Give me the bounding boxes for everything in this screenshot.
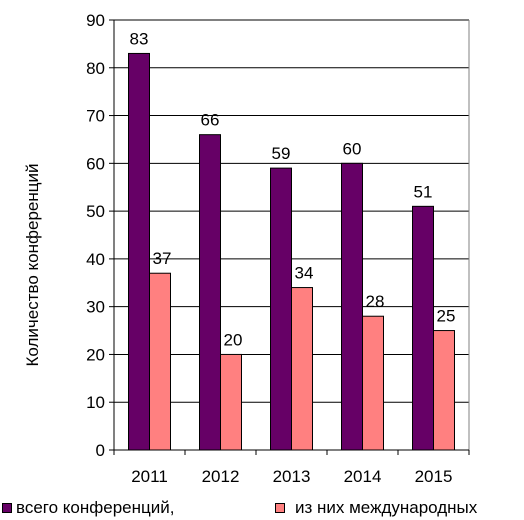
axes <box>109 19 470 455</box>
data-label-total-2013: 59 <box>272 144 291 163</box>
y-axis-label: Количество конференций <box>23 164 42 367</box>
bar-total-2015 <box>412 205 434 451</box>
data-label-international-2013: 34 <box>295 264 314 283</box>
bar-international-2014 <box>362 315 384 451</box>
bar-total-2013 <box>270 167 292 451</box>
data-label-total-2015: 51 <box>414 182 433 201</box>
x-tick-label-2011: 2011 <box>131 467 168 486</box>
data-label-international-2015: 25 <box>437 307 456 326</box>
data-label-international-2014: 28 <box>366 292 385 311</box>
data-label-total-2012: 66 <box>201 111 220 130</box>
y-tick-label-30: 30 <box>86 298 105 317</box>
bars <box>128 52 455 451</box>
y-tick-label-50: 50 <box>86 202 105 221</box>
data-label-total-2014: 60 <box>343 139 362 158</box>
x-tick-label-2014: 2014 <box>344 467 382 486</box>
legend-swatch-total <box>2 503 12 513</box>
legend-swatch-international <box>275 503 285 513</box>
data-label-international-2011: 37 <box>153 249 172 268</box>
legend: всего конференций, из них международных <box>0 498 524 518</box>
data-label-total-2011: 83 <box>130 29 149 48</box>
legend-label-international: из них международных <box>295 498 478 517</box>
labels: 0 10 20 30 40 50 60 70 80 90 83 37 2011 66 20 2012 59 34 2… <box>86 11 455 486</box>
bar-international-2011 <box>149 272 171 451</box>
y-tick-label-70: 70 <box>86 107 105 126</box>
data-label-international-2012: 20 <box>224 330 243 349</box>
y-tick-label-60: 60 <box>86 154 105 173</box>
bar-total-2014 <box>341 162 363 451</box>
bar-international-2012 <box>220 353 242 451</box>
legend-label-total: всего конференций, <box>16 498 175 517</box>
x-tick-label-2012: 2012 <box>202 467 240 486</box>
x-tick-label-2015: 2015 <box>415 467 453 486</box>
bar-international-2013 <box>291 287 313 451</box>
y-tick-label-0: 0 <box>96 441 105 460</box>
y-tick-label-90: 90 <box>86 11 105 30</box>
legend-item-international: из них международных <box>275 498 477 518</box>
y-tick-label-40: 40 <box>86 250 105 269</box>
y-tick-label-20: 20 <box>86 345 105 364</box>
legend-item-total: всего конференций, <box>2 498 174 518</box>
bar-international-2015 <box>433 330 455 451</box>
y-tick-label-10: 10 <box>86 393 105 412</box>
bar-total-2011 <box>128 52 150 451</box>
y-tick-label-80: 80 <box>86 59 105 78</box>
bar-total-2012 <box>199 134 221 451</box>
bar-chart: 0 10 20 30 40 50 60 70 80 90 83 37 2011 66 20 2012 59 34 2… <box>23 11 470 486</box>
x-tick-label-2013: 2013 <box>273 467 311 486</box>
